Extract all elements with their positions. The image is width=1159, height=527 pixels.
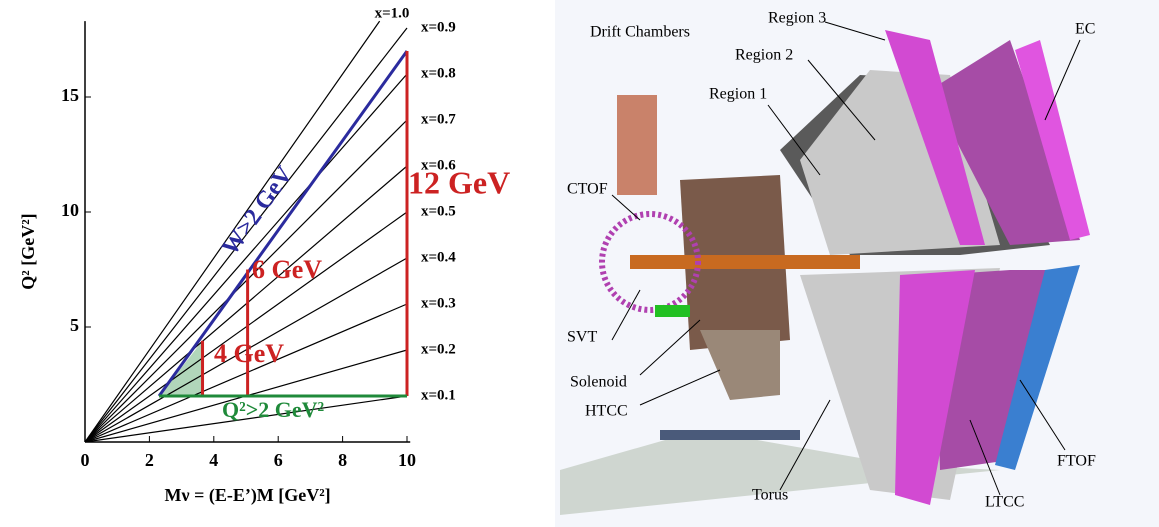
series-label: x=0.7	[421, 111, 456, 127]
y-tick-label: 10	[61, 200, 79, 220]
y-tick-label: 5	[70, 315, 79, 335]
series-annotation: 6 GeV	[252, 255, 322, 284]
x-tick-label: 6	[274, 450, 283, 470]
series-line	[85, 120, 407, 442]
series-annotation: 12 GeV	[408, 164, 510, 200]
series-label: x=0.5	[421, 203, 456, 219]
chart: 0 2 4 6 8 10 5 10 15 Mν = (E-E’)M [GeV²] Q² [GeV²]…	[18, 6, 510, 507]
series-label: x=0.2	[421, 341, 456, 357]
cryostat	[617, 95, 657, 195]
page: {"chart_data": {"type": "line", "x_label…	[0, 0, 1159, 527]
diagram-label: Region 2	[735, 47, 793, 64]
x-tick-label: 2	[145, 450, 154, 470]
x-tick-label: 4	[209, 450, 218, 470]
detector-drawing	[555, 0, 1159, 527]
diagram-label: LTCC	[985, 494, 1024, 511]
x-axis-label: Mν = (E-E’)M [GeV²]	[165, 485, 331, 506]
svt-block	[655, 305, 690, 317]
series-annotation: 4 GeV	[214, 339, 284, 368]
series-label: x=0.3	[421, 295, 456, 311]
series-label: x=0.4	[421, 249, 456, 265]
x-tick-label: 8	[338, 450, 347, 470]
diagram-label: Drift Chambers	[590, 24, 690, 41]
series-annotation: Q²>2 GeV²	[222, 397, 325, 422]
series-label: x=0.8	[421, 65, 456, 81]
diagram-label: Region 3	[768, 10, 826, 27]
series-label: x=0.1	[421, 387, 456, 403]
diagram-label: Solenoid	[570, 374, 627, 391]
diagram-label: Region 1	[709, 86, 767, 103]
figure: Drift Chambers Region 3 Region 2 Region 1 EC…	[0, 0, 1159, 527]
series-line	[85, 74, 407, 442]
diagram-label: Torus	[752, 487, 788, 504]
support	[660, 430, 800, 440]
x-tick-label: 0	[81, 450, 90, 470]
diagram-label: CTOF	[567, 181, 608, 198]
beamline	[630, 255, 860, 269]
series-annotation: W>2 GeV	[217, 161, 298, 260]
y-axis-label: Q² [GeV²]	[18, 213, 38, 289]
series-label: x=0.9	[421, 19, 456, 35]
series-label: x=1.0	[375, 6, 410, 22]
diagram-label: SVT	[567, 329, 597, 346]
diagram-label: HTCC	[585, 403, 628, 420]
diagram-label: FTOF	[1057, 453, 1096, 470]
diagram-label: EC	[1075, 21, 1095, 38]
x-tick-label: 10	[398, 450, 416, 470]
y-tick-label: 15	[61, 85, 79, 105]
